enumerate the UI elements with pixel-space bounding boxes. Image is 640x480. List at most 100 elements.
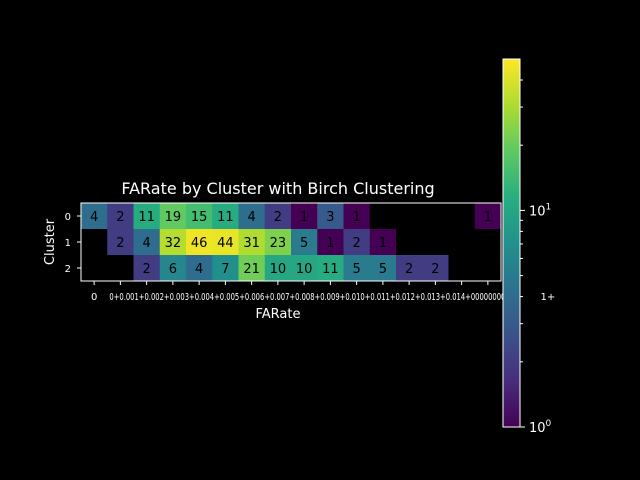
heatmap-cell: [396, 255, 423, 282]
heatmap-cell: [159, 203, 187, 230]
heatmap-cell: [159, 255, 187, 282]
heatmap-cell: [422, 203, 449, 230]
cell-value-label: 2: [431, 262, 439, 277]
cell-value-label: 5: [352, 262, 360, 277]
heatmap-cell: [448, 203, 476, 230]
cell-value-label: 2: [116, 210, 124, 225]
cell-value-label: 7: [221, 262, 229, 277]
heatmap-cell: [107, 203, 134, 230]
cell-value-label: 1: [379, 236, 387, 251]
heatmap-cell: [186, 229, 213, 256]
cell-value-label: 2: [142, 262, 150, 277]
x-tick-labels-overlapping: 0+0.001+0.002+0.003+0.004+0.005+0.006+0.…: [109, 292, 505, 303]
heatmap-cell: [474, 203, 502, 230]
cell-value-label: 2: [352, 236, 360, 251]
heatmap-cells: 4 2 11 19 15 11 4 2 1 3 1 12 4 32 46 44 31 23 5 1 2 12 6 4 7 21 10…: [81, 203, 502, 282]
heatmap-cell: [238, 203, 266, 230]
heatmap-cell: [107, 229, 134, 256]
heatmap-cell: [133, 255, 161, 282]
cell-value-label: 2: [116, 236, 124, 251]
cell-value-label: 1: [484, 210, 492, 225]
cell-value-label: 1: [326, 236, 334, 251]
x-tick-label: 1+: [541, 292, 556, 303]
cell-value-label: 5: [379, 262, 387, 277]
cell-value-label: 1: [352, 210, 360, 225]
chart-title: FARate by Cluster with Birch Clustering: [121, 179, 434, 198]
y-axis-label: Cluster: [43, 218, 58, 265]
cell-value-label: 32: [165, 236, 182, 251]
colorbar-tick-label: 101: [529, 202, 551, 219]
heatmap-cell: [81, 203, 108, 230]
heatmap-cell: [186, 255, 213, 282]
heatmap-cell: [291, 203, 318, 230]
cell-value-label: 15: [191, 210, 208, 225]
cell-value-label: 4: [142, 236, 150, 251]
heatmap-cell: [343, 203, 371, 230]
heatmap-cell: [317, 229, 344, 256]
colorbar-tick-label: 100: [529, 419, 552, 436]
heatmap-cell: [317, 255, 344, 282]
heatmap-cell: [369, 203, 397, 230]
heatmap-cell: [396, 229, 423, 256]
cell-value-label: 46: [191, 236, 208, 251]
cell-value-label: 2: [274, 210, 282, 225]
cell-value-label: 10: [270, 262, 287, 277]
heatmap-cell: [369, 255, 397, 282]
cell-value-label: 2: [405, 262, 413, 277]
heatmap-cell: [133, 203, 161, 230]
colorbar-ticks: 101 100: [520, 79, 552, 436]
cell-value-label: 21: [243, 262, 260, 277]
heatmap-cell: [422, 229, 449, 256]
cell-value-label: 1: [300, 210, 308, 225]
cell-value-label: 4: [90, 210, 98, 225]
x-axis-label: FARate: [256, 307, 301, 322]
y-tick-label: 1: [65, 238, 71, 249]
x-ticks: 0 0+0.001+0.002+0.003+0.004+0.005+0.006+0…: [91, 281, 555, 303]
heatmap-cell: [264, 203, 292, 230]
cell-value-label: 3: [326, 210, 334, 225]
cell-value-label: 44: [217, 236, 234, 251]
heatmap-cell: [81, 229, 108, 256]
y-tick-label: 0: [65, 212, 71, 223]
heatmap-cell: [238, 255, 266, 282]
cell-value-label: 19: [165, 210, 182, 225]
heatmap-cell: [107, 255, 134, 282]
heatmap-cell: [474, 229, 502, 256]
x-tick-label: 0: [91, 292, 97, 303]
heatmap-cell: [317, 203, 344, 230]
cell-value-label: 4: [195, 262, 203, 277]
cell-value-label: 6: [169, 262, 177, 277]
cell-value-label: 10: [296, 262, 313, 277]
y-ticks: 0 1 2: [65, 212, 81, 275]
heatmap-cell: [291, 255, 318, 282]
colorbar: [502, 58, 521, 428]
heatmap-cell: [343, 229, 371, 256]
heatmap-cell: [212, 229, 239, 256]
heatmap-cell: [369, 229, 397, 256]
heatmap-cell: [264, 229, 292, 256]
cell-value-label: 11: [217, 210, 234, 225]
heatmap-cell: [212, 255, 239, 282]
heatmap-cell: [133, 229, 161, 256]
heatmap-cell: [474, 255, 502, 282]
heatmap-cell: [343, 255, 371, 282]
cell-value-label: 31: [243, 236, 260, 251]
heatmap-cell: [396, 203, 423, 230]
heatmap-cell: [448, 229, 476, 256]
cell-value-label: 11: [322, 262, 339, 277]
heatmap-cell: [422, 255, 449, 282]
heatmap-cell: [238, 229, 266, 256]
heatmap-cell: [448, 255, 476, 282]
heatmap-cell: [212, 203, 239, 230]
cell-value-label: 23: [270, 236, 287, 251]
heatmap-cell: [264, 255, 292, 282]
heatmap-cell: [81, 255, 108, 282]
heatmap-cell: [291, 229, 318, 256]
cell-value-label: 5: [300, 236, 308, 251]
heatmap-cell: [159, 229, 187, 256]
cell-value-label: 11: [138, 210, 155, 225]
cell-value-label: 4: [247, 210, 255, 225]
y-tick-label: 2: [65, 264, 71, 275]
